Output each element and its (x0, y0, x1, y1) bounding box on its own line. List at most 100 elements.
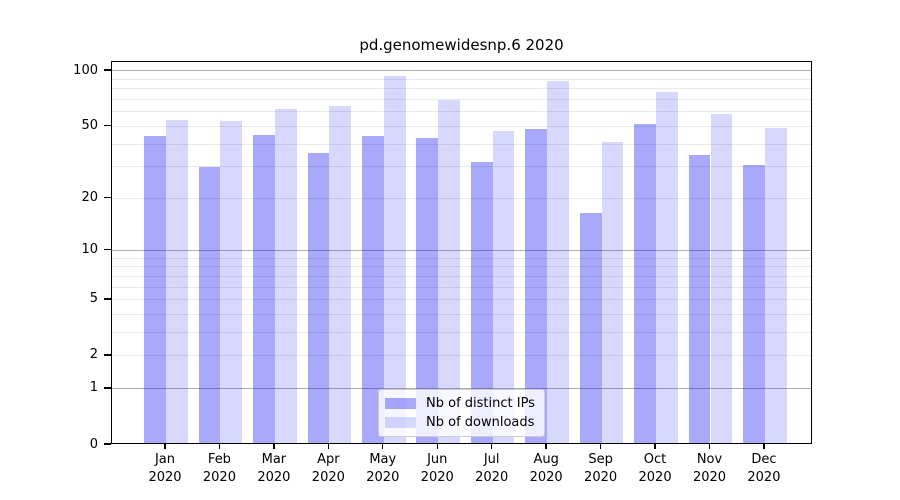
x-label-month: Feb (207, 452, 231, 467)
y-tick (104, 249, 111, 251)
x-label-month: Sep (588, 452, 613, 467)
bar-downloads-mar (274, 108, 297, 443)
x-label-year: 2020 (638, 469, 672, 485)
major-gridline (112, 388, 811, 390)
minor-gridline (112, 257, 811, 259)
bars-layer (112, 62, 811, 443)
minor-gridline (112, 166, 811, 168)
x-tick (436, 444, 438, 449)
y-tick (104, 354, 111, 356)
bar-downloads-nov (710, 114, 733, 443)
x-label-month: Mar (261, 452, 287, 467)
y-tick-label: 100 (73, 62, 98, 78)
x-tick-label: Apr 2020 (296, 451, 360, 486)
x-label-year: 2020 (420, 469, 454, 485)
bar-downloads-jun (438, 99, 461, 443)
major-gridline (112, 250, 811, 252)
x-label-year: 2020 (475, 469, 509, 485)
x-tick (327, 444, 330, 449)
x-tick-label: Jan 2020 (133, 451, 197, 486)
x-tick (763, 444, 765, 449)
y-tick (104, 387, 111, 389)
x-tick-label: Mar 2020 (242, 451, 306, 486)
x-tick (273, 444, 275, 449)
bar-downloads-apr (329, 106, 352, 443)
y-tick-label: 0 (89, 436, 98, 452)
bar-downloads-sep (601, 142, 624, 443)
x-label-month: Apr (317, 452, 340, 467)
minor-gridline (112, 88, 811, 90)
x-tick (218, 444, 221, 449)
legend-label-downloads: Nb of downloads (426, 415, 535, 430)
minor-gridline (112, 355, 811, 357)
x-tick-label: May 2020 (351, 451, 415, 486)
bar-distinct-ips-jul (470, 162, 493, 443)
y-tick (104, 443, 111, 445)
bar-downloads-dec (764, 127, 787, 443)
legend: Nb of distinct IPs Nb of downloads (378, 389, 545, 437)
minor-gridline (112, 197, 811, 199)
bar-distinct-ips-jun (416, 138, 439, 443)
x-label-year: 2020 (311, 469, 345, 485)
plot-area (111, 61, 812, 444)
bar-downloads-jul (492, 131, 515, 443)
major-gridline (112, 70, 811, 72)
x-label-year: 2020 (747, 469, 781, 485)
minor-gridline (112, 276, 811, 278)
x-tick-label: Jul 2020 (460, 451, 524, 486)
legend-row: Nb of downloads (385, 415, 536, 430)
grid-layer (112, 62, 811, 443)
x-label-month: May (369, 452, 397, 467)
y-tick (104, 69, 111, 71)
bar-downloads-aug (547, 81, 569, 443)
x-tick (382, 444, 384, 449)
bar-distinct-ips-jan (144, 136, 166, 443)
x-label-month: Oct (643, 452, 667, 467)
bar-downloads-may (383, 75, 406, 443)
legend-row: Nb of distinct IPs (385, 396, 536, 411)
x-tick-label: Nov 2020 (678, 451, 742, 486)
x-label-year: 2020 (366, 469, 400, 485)
x-label-month: Nov (696, 452, 723, 467)
minor-gridline (112, 314, 811, 316)
bar-distinct-ips-nov (688, 154, 711, 443)
bar-downloads-feb (220, 121, 243, 443)
x-tick (491, 444, 493, 449)
x-label-month: Jul (483, 452, 500, 467)
x-label-month: Jan (154, 452, 176, 467)
y-tick (104, 298, 111, 300)
x-tick-label: Dec 2020 (732, 451, 796, 486)
chart-title: pd.genomewidesnp.6 2020 (359, 36, 564, 54)
legend-label-distinct-ips: Nb of distinct IPs (426, 396, 535, 411)
x-label-year: 2020 (257, 469, 291, 485)
minor-gridline (112, 332, 811, 334)
x-label-year: 2020 (148, 469, 182, 485)
bar-distinct-ips-feb (198, 167, 221, 443)
minor-gridline (112, 99, 811, 101)
y-tick (104, 124, 111, 127)
y-tick-label: 20 (81, 189, 98, 205)
x-label-year: 2020 (202, 469, 236, 485)
minor-gridline (112, 299, 811, 301)
x-tick-label: Feb 2020 (187, 451, 251, 486)
bar-distinct-ips-dec (743, 164, 765, 443)
minor-gridline (112, 286, 811, 288)
x-tick-label: Aug 2020 (514, 451, 578, 486)
legend-swatch-distinct-ips (385, 398, 416, 409)
x-tick (164, 444, 166, 449)
minor-gridline (112, 111, 811, 113)
x-label-month: Jun (427, 452, 448, 467)
x-label-year: 2020 (529, 469, 563, 485)
x-label-month: Dec (751, 452, 777, 467)
y-tick-label: 5 (89, 291, 98, 307)
minor-gridline (112, 266, 811, 268)
legend-swatch-downloads (385, 417, 416, 428)
y-tick-label: 2 (89, 347, 98, 363)
x-label-month: Aug (533, 452, 559, 467)
x-label-year: 2020 (692, 469, 727, 485)
y-tick (104, 196, 111, 199)
minor-gridline (112, 143, 811, 145)
bar-downloads-oct (656, 92, 678, 443)
bar-distinct-ips-apr (307, 152, 330, 443)
